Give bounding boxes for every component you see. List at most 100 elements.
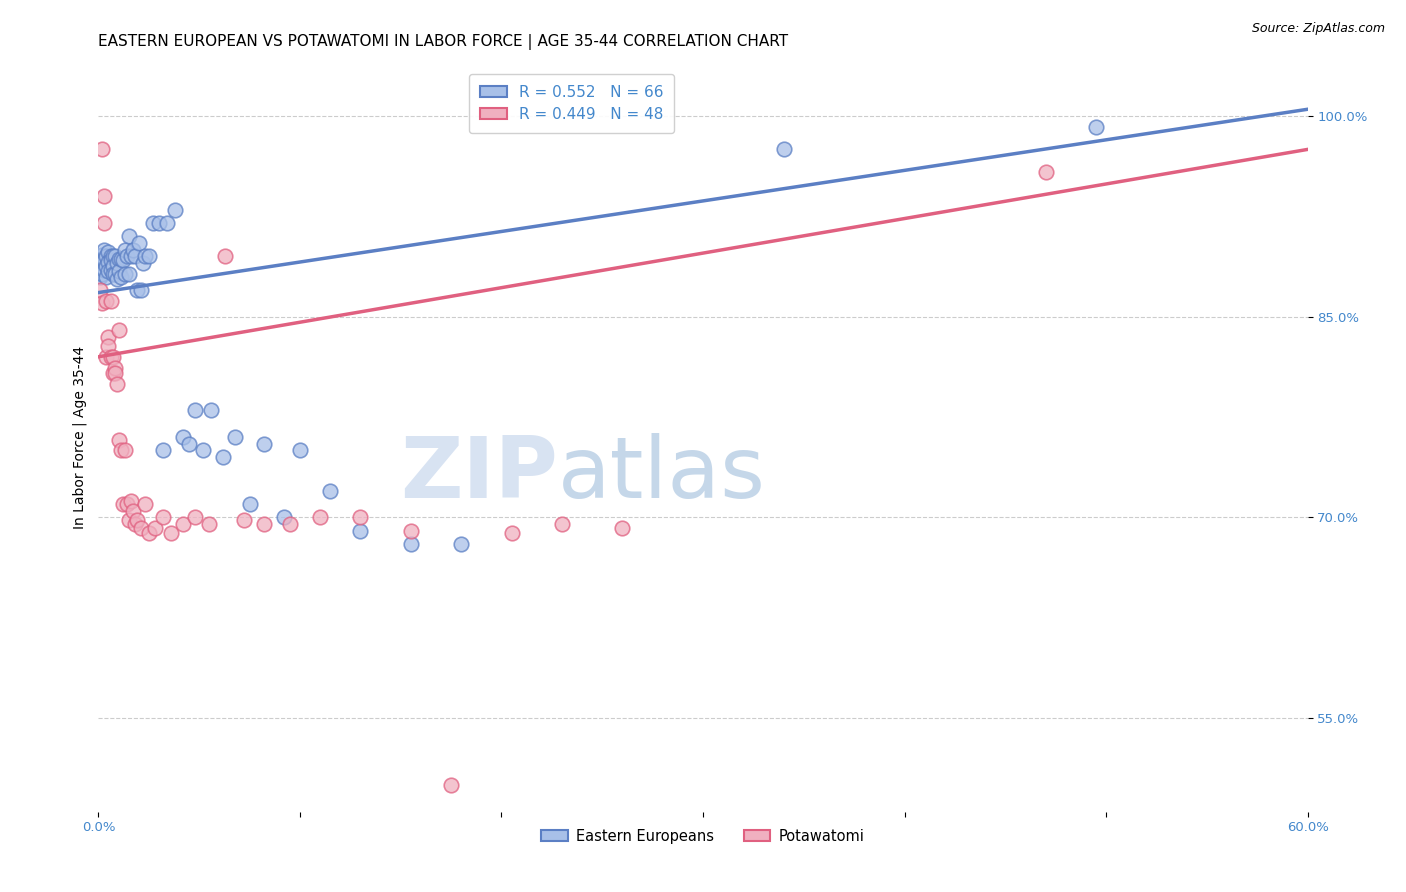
Point [134,250,156,264]
Point [96,350,118,364]
Point [214,250,236,264]
Point [115,250,138,264]
Point [91,256,114,270]
Point [160,526,183,541]
Text: atlas: atlas [558,433,766,516]
Y-axis label: In Labor Force | Age 35-44: In Labor Force | Age 35-44 [73,345,87,529]
Point [309,510,332,524]
Point [89,283,111,297]
Point [179,436,201,450]
Point [105,256,128,270]
Point [232,513,254,527]
Point [399,524,422,538]
Point [278,517,301,532]
Point [200,403,222,417]
Point [97,264,120,278]
Point [128,235,150,250]
Point [101,267,124,281]
Point [93,253,115,268]
Point [111,497,134,511]
Text: Source: ZipAtlas.com: Source: ZipAtlas.com [1251,22,1385,36]
Point [100,293,122,308]
Point [97,330,120,344]
Point [110,252,132,266]
Point [501,526,523,541]
Point [110,269,132,284]
Point [97,245,120,260]
Point [107,323,129,337]
Point [103,250,125,264]
Point [118,229,141,244]
Point [239,497,262,511]
Point [212,450,235,465]
Point [93,189,115,203]
Point [1035,165,1057,179]
Point [134,497,156,511]
Point [96,269,118,284]
Legend: Eastern Europeans, Potawatomi: Eastern Europeans, Potawatomi [536,822,870,849]
Point [440,778,463,792]
Point [772,143,794,157]
Point [110,443,132,458]
Point [115,497,138,511]
Point [93,262,115,277]
Point [105,272,128,286]
Point [319,483,342,498]
Point [101,250,124,264]
Point [172,430,194,444]
Point [551,517,574,532]
Point [97,254,120,268]
Point [96,293,118,308]
Point [103,366,125,380]
Point [114,443,136,458]
Point [96,259,118,273]
Point [152,443,174,458]
Point [138,250,160,264]
Point [253,436,276,450]
Point [129,283,152,297]
Point [612,521,634,535]
Point [93,243,115,257]
Point [91,296,114,310]
Point [273,510,295,524]
Point [89,269,111,284]
Point [172,517,194,532]
Point [124,517,146,532]
Point [100,253,122,268]
Point [105,376,128,391]
Point [120,494,142,508]
Point [156,216,179,230]
Point [107,252,129,266]
Point [224,430,246,444]
Point [100,262,122,277]
Point [125,513,148,527]
Point [193,443,215,458]
Point [97,339,120,353]
Point [93,216,115,230]
Point [349,524,371,538]
Point [101,350,124,364]
Point [349,510,371,524]
Point [100,350,122,364]
Point [96,250,118,264]
Point [114,243,136,257]
Point [450,537,472,551]
Point [152,510,174,524]
Point [89,259,111,273]
Point [111,253,134,268]
Point [121,503,143,517]
Point [103,267,125,281]
Point [118,267,141,281]
Point [129,521,152,535]
Point [114,267,136,281]
Point [101,366,124,380]
Point [121,243,143,257]
Point [89,250,111,264]
Point [120,250,142,264]
Point [184,510,207,524]
Point [142,216,165,230]
Point [1085,120,1108,134]
Point [132,256,155,270]
Point [91,267,114,281]
Point [100,250,122,264]
